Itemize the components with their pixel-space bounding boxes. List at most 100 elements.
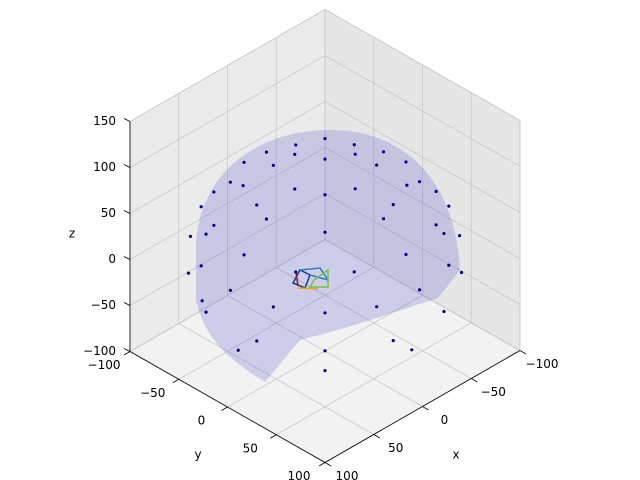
point	[375, 163, 379, 167]
grid-line	[129, 55, 326, 168]
surface	[196, 130, 460, 382]
grid-line	[129, 147, 326, 260]
z-tick-label: −100	[83, 344, 116, 358]
point	[200, 299, 204, 303]
grid-line	[276, 322, 472, 436]
tick-mark	[172, 378, 179, 384]
point	[417, 288, 422, 292]
x-tick-label: 0	[441, 413, 449, 427]
point	[199, 205, 203, 209]
point	[404, 160, 408, 164]
point	[323, 136, 327, 141]
y-axis-line	[129, 351, 326, 463]
tick-mark	[123, 348, 131, 352]
y-tick-label: −50	[140, 386, 165, 400]
tick-mark	[324, 462, 332, 467]
point	[188, 234, 193, 238]
tick-mark	[123, 210, 131, 214]
tick-mark	[221, 406, 228, 411]
tick-mark	[123, 351, 131, 356]
point	[186, 271, 191, 275]
z-tick-label: 50	[101, 206, 116, 220]
y-tick-label: 50	[243, 441, 258, 455]
grid-line	[324, 101, 521, 213]
point	[391, 339, 395, 343]
grid-line	[324, 193, 521, 305]
tick-mark	[471, 378, 478, 383]
sensor-frame	[291, 267, 330, 290]
point	[391, 203, 395, 207]
panes	[123, 8, 527, 467]
point	[353, 187, 357, 191]
grid-line	[324, 147, 521, 259]
z-tick-label: 100	[93, 160, 116, 174]
point	[410, 348, 414, 352]
point	[442, 231, 446, 236]
grid-line	[178, 266, 374, 380]
grid-line	[129, 101, 326, 214]
point	[199, 264, 203, 268]
point	[255, 203, 259, 207]
grid-line	[324, 9, 521, 121]
y-axis-label: y	[194, 448, 201, 462]
point	[204, 232, 208, 236]
point	[352, 143, 356, 147]
point	[447, 263, 451, 267]
tick-mark	[123, 256, 131, 260]
point	[294, 270, 298, 274]
point	[447, 204, 451, 208]
point	[375, 305, 379, 309]
x-axis-label: x	[452, 448, 459, 462]
z-tick-label: −50	[91, 298, 116, 312]
x-tick-label: 50	[388, 441, 403, 455]
tick-mark	[318, 462, 326, 467]
tick-mark	[270, 434, 277, 439]
x-tick-label: 100	[336, 469, 359, 480]
z-axis-label: z	[69, 227, 75, 241]
point	[242, 253, 246, 257]
point	[404, 252, 408, 257]
point	[241, 184, 245, 188]
point	[459, 270, 464, 275]
tick-mark	[123, 164, 131, 168]
point	[434, 223, 438, 227]
tick-mark	[519, 350, 527, 355]
point	[212, 223, 216, 228]
point	[323, 349, 327, 353]
point	[271, 163, 275, 167]
x-tick-label: −100	[526, 357, 559, 371]
point	[323, 230, 327, 234]
grid-line	[324, 55, 521, 167]
grid-line	[129, 9, 326, 122]
y-tick-label: −100	[88, 358, 121, 372]
point	[255, 339, 259, 343]
point	[323, 193, 327, 197]
point	[381, 217, 386, 221]
point	[228, 288, 233, 292]
point	[323, 311, 327, 315]
point	[434, 189, 438, 193]
point	[294, 143, 298, 147]
point	[323, 157, 327, 161]
z-tick-label: 0	[108, 252, 116, 266]
tick-mark	[373, 434, 380, 439]
grid-line	[129, 239, 326, 352]
point	[352, 270, 356, 274]
point	[212, 190, 216, 194]
point	[228, 180, 233, 184]
tick-mark	[123, 118, 131, 122]
grid-line	[129, 193, 326, 306]
point	[381, 150, 386, 154]
point	[293, 152, 297, 156]
point	[353, 152, 357, 156]
point	[442, 309, 446, 314]
x-axis-line	[324, 350, 521, 463]
grid-line	[324, 239, 521, 351]
tick-mark	[422, 406, 429, 411]
point	[264, 150, 269, 154]
point	[293, 187, 297, 191]
point	[236, 348, 240, 352]
y-tick-label: 0	[198, 414, 206, 428]
z-tick-label: 150	[93, 114, 116, 128]
